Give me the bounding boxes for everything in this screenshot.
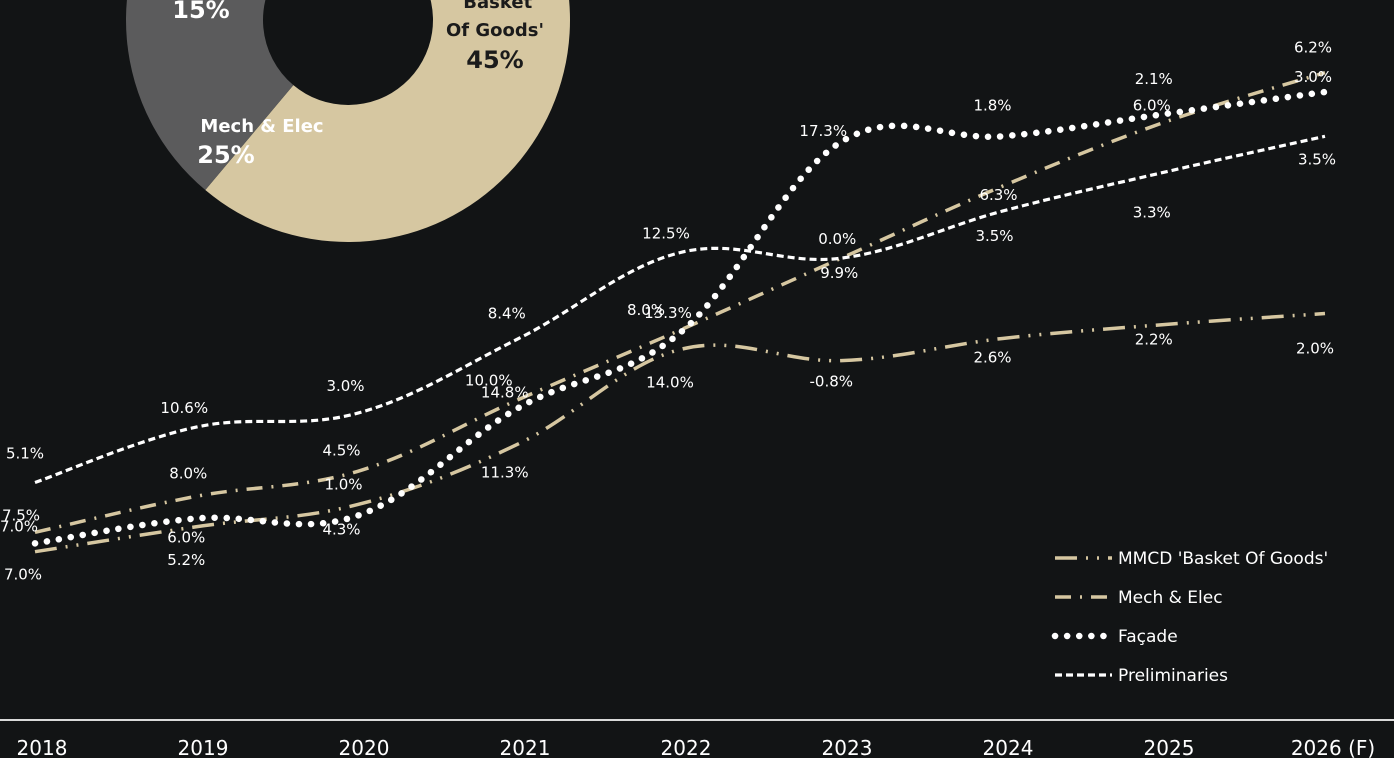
legend-label-preliminaries: Preliminaries xyxy=(1118,666,1228,686)
data-label-fa-ade-2022: 8.0% xyxy=(627,301,665,319)
series-line-fa-ade xyxy=(31,88,1329,547)
x-axis-ticks: 2018 2019 2020 2021 2022 2023 2024 2025 2026 (F) xyxy=(17,736,1376,758)
data-label-mmcd-basket-of-goods-2021: 11.3% xyxy=(481,464,529,482)
x-tick-label-2022: 2022 xyxy=(661,736,712,758)
legend-label-fa-ade: Façade xyxy=(1118,627,1178,647)
data-label-mech-elec-2018: 7.5% xyxy=(2,506,40,524)
data-label-mmcd-basket-of-goods-2018: 7.0% xyxy=(4,566,42,584)
data-label-preliminaries-2020: 3.0% xyxy=(326,377,364,395)
legend-label-mech-elec: Mech & Elec xyxy=(1118,588,1223,608)
x-tick-label-2021: 2021 xyxy=(500,736,551,758)
data-label-mmcd-basket-of-goods-2026-f: 2.0% xyxy=(1296,340,1334,358)
data-label-mmcd-basket-of-goods-2023: -0.8% xyxy=(809,373,853,391)
data-label-fa-ade-2025: 2.1% xyxy=(1135,70,1173,88)
x-tick-label-2018: 2018 xyxy=(17,736,68,758)
pie-label-mmcd-basket-of-goods-1: Of Goods' xyxy=(446,20,544,41)
data-label-preliminaries-2023: 0.0% xyxy=(818,230,856,248)
data-label-preliminaries-2025: 3.3% xyxy=(1133,203,1171,221)
pie-value-mech-elec: 25% xyxy=(197,141,254,169)
x-tick-label-2024: 2024 xyxy=(983,736,1034,758)
data-label-preliminaries-2018: 5.1% xyxy=(6,444,44,462)
data-label-mmcd-basket-of-goods-2025: 2.2% xyxy=(1135,331,1173,349)
data-label-preliminaries-2024: 3.5% xyxy=(975,227,1013,245)
data-labels: 7.0% 5.2% 4.3% 11.3% 14.0% -0.8% 2.6% 2.2% 2.0% 7… xyxy=(0,39,1336,584)
data-label-mech-elec-2022: 13.3% xyxy=(644,304,692,322)
data-label-mech-elec-2019: 8.0% xyxy=(169,464,207,482)
x-tick-label-2025: 2025 xyxy=(1144,736,1195,758)
data-label-mech-elec-2023: 9.9% xyxy=(820,264,858,282)
legend-label-mmcd-basket-of-goods: MMCD 'Basket Of Goods' xyxy=(1118,549,1328,569)
data-label-fa-ade-2020: 1.0% xyxy=(324,476,362,494)
data-label-mech-elec-2025: 6.0% xyxy=(1133,96,1171,114)
x-tick-label-2020: 2020 xyxy=(339,736,390,758)
x-tick-label-2019: 2019 xyxy=(178,736,229,758)
data-label-mech-elec-2020: 4.5% xyxy=(322,441,360,459)
data-label-fa-ade-2026-f: 3.0% xyxy=(1294,68,1332,86)
data-label-preliminaries-2019: 10.6% xyxy=(160,399,208,417)
pie-label-mmcd-basket-of-goods-0: 'Basket xyxy=(458,0,533,13)
data-label-mmcd-basket-of-goods-2024: 2.6% xyxy=(973,348,1011,366)
data-label-preliminaries-2022: 12.5% xyxy=(642,225,690,243)
data-label-fa-ade-2018: 7.0% xyxy=(0,517,38,535)
series-line-mech-elec xyxy=(34,70,1326,535)
data-label-preliminaries-2026-f: 3.5% xyxy=(1298,150,1336,168)
data-label-fa-ade-2021: 14.8% xyxy=(481,384,529,402)
pie-slice-mech-elec xyxy=(126,0,294,191)
data-label-fa-ade-2024: 1.8% xyxy=(973,96,1011,114)
data-label-preliminaries-2021: 8.4% xyxy=(488,304,526,322)
data-label-fa-ade-2019: 6.0% xyxy=(167,528,205,546)
pie-value-mmcd-basket-of-goods: 45% xyxy=(466,46,523,74)
data-label-fa-ade-2023: 17.3% xyxy=(799,122,847,140)
data-label-mech-elec-2026-f: 6.2% xyxy=(1294,39,1332,57)
pie-label-mech-elec-0: Mech & Elec xyxy=(200,116,323,137)
legend: MMCD 'Basket Of Goods' Mech & Elec Façade P… xyxy=(1051,549,1328,686)
data-label-mmcd-basket-of-goods-2022: 14.0% xyxy=(646,374,694,392)
data-label-mmcd-basket-of-goods-2020: 4.3% xyxy=(322,521,360,539)
data-label-mech-elec-2024: 6.3% xyxy=(979,186,1017,204)
data-label-mmcd-basket-of-goods-2019: 5.2% xyxy=(167,551,205,569)
pie-slice-mmcd-basket-of-goods xyxy=(205,0,570,242)
series-line-preliminaries xyxy=(34,134,1326,484)
data-label-mech-elec-2021: 10.0% xyxy=(465,371,513,389)
pie-value-fa-ade: 15% xyxy=(172,0,229,24)
x-tick-label-2023: 2023 xyxy=(822,736,873,758)
x-tick-label-2026-f: 2026 (F) xyxy=(1291,736,1375,758)
line-series xyxy=(31,70,1329,554)
donut-chart: 'Basket Of Goods' 45% Mech & Elec 25% 15% xyxy=(126,0,570,242)
